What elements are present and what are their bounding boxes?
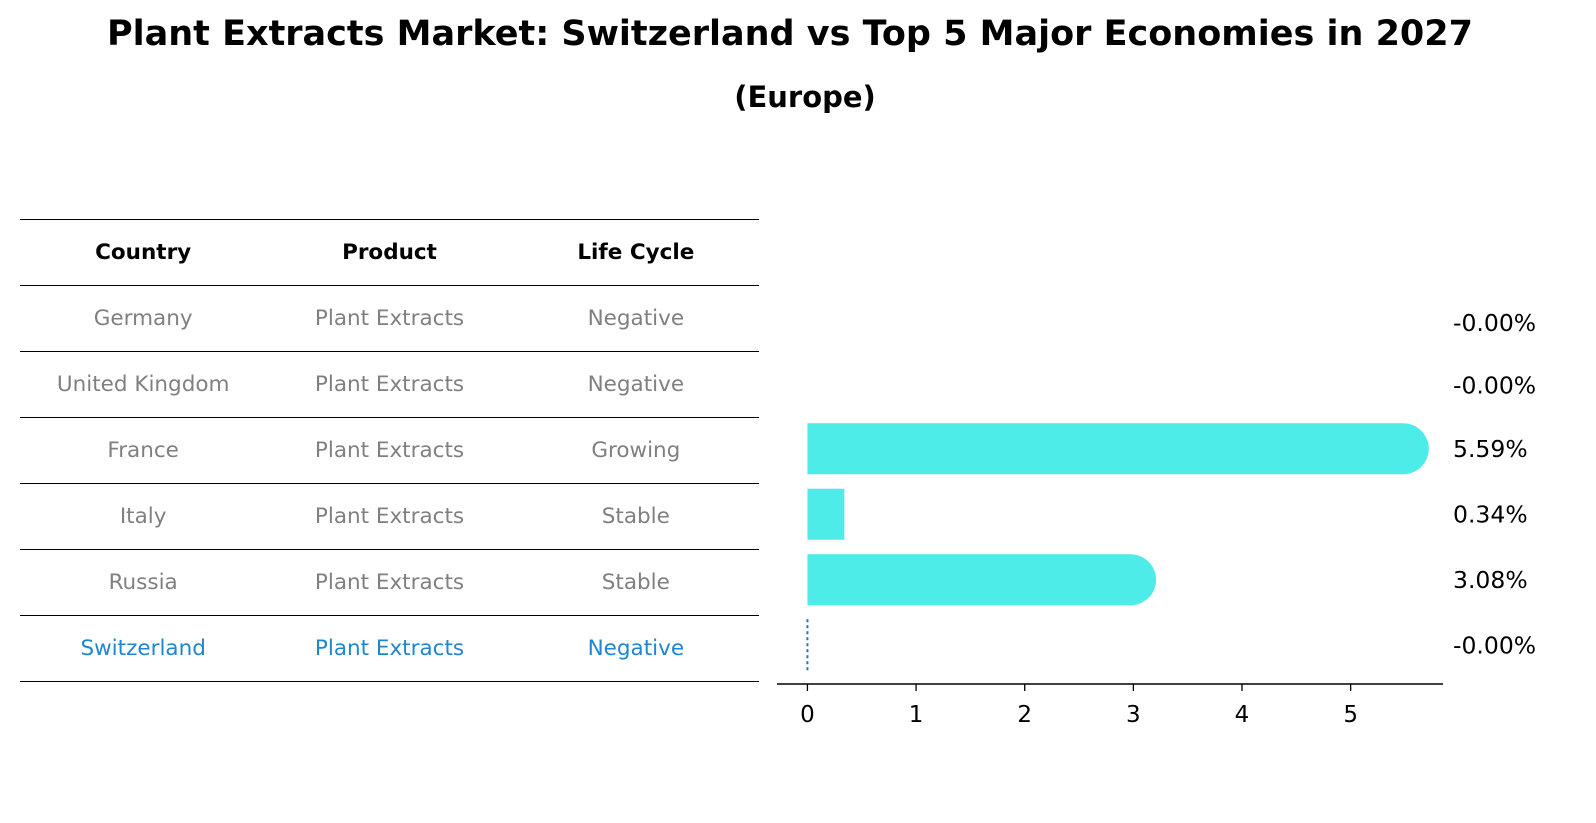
x-tick-label: 3 <box>1126 702 1141 728</box>
header-country: Country <box>20 219 267 286</box>
cell-product: Plant Extracts <box>266 615 513 682</box>
value-label-italy: 0.34% <box>1453 500 1528 528</box>
x-tick-label: 5 <box>1343 702 1358 728</box>
chart-subtitle: (Europe) <box>734 80 876 114</box>
header-life-cycle: Life Cycle <box>512 219 759 286</box>
table-row: Germany Plant Extracts Negative <box>20 285 759 352</box>
cell-country: Italy <box>20 483 267 550</box>
cell-country: Germany <box>20 285 267 352</box>
cell-country: Russia <box>20 549 267 616</box>
bar-russia <box>807 554 1157 606</box>
table-header-row: Country Product Life Cycle <box>20 219 759 286</box>
bar-france <box>807 423 1429 475</box>
x-tick-label: 0 <box>800 702 815 728</box>
value-label-switzerland: -0.00% <box>1453 631 1536 659</box>
table-row-highlight: Switzerland Plant Extracts Negative <box>20 615 759 682</box>
x-tick-label: 1 <box>909 702 924 728</box>
cell-product: Plant Extracts <box>266 549 513 616</box>
cell-life-cycle: Stable <box>512 483 759 550</box>
cell-life-cycle: Stable <box>512 549 759 616</box>
market-table: Country Product Life Cycle Germany Plant… <box>20 219 759 682</box>
table-row: Italy Plant Extracts Stable <box>20 483 759 550</box>
cell-country: Switzerland <box>20 615 267 682</box>
cell-life-cycle: Negative <box>512 285 759 352</box>
table-row: United Kingdom Plant Extracts Negative <box>20 351 759 418</box>
chart-title: Plant Extracts Market: Switzerland vs To… <box>106 14 1473 54</box>
x-tick-label: 2 <box>1017 702 1032 728</box>
cell-product: Plant Extracts <box>266 483 513 550</box>
value-label-united-kingdom: -0.00% <box>1453 371 1536 399</box>
value-label-france: 5.59% <box>1453 435 1528 463</box>
cell-life-cycle: Growing <box>512 417 759 484</box>
cell-country: United Kingdom <box>20 351 267 418</box>
cell-product: Plant Extracts <box>266 285 513 352</box>
cell-product: Plant Extracts <box>266 351 513 418</box>
cell-life-cycle: Negative <box>512 615 759 682</box>
bar-italy <box>807 488 845 540</box>
value-label-russia: 3.08% <box>1453 566 1528 594</box>
cell-product: Plant Extracts <box>266 417 513 484</box>
cell-life-cycle: Negative <box>512 351 759 418</box>
header-product: Product <box>266 219 513 286</box>
x-tick-label: 4 <box>1235 702 1250 728</box>
value-label-germany: -0.00% <box>1453 309 1536 337</box>
table-row: France Plant Extracts Growing <box>20 417 759 484</box>
cell-country: France <box>20 417 267 484</box>
table-row: Russia Plant Extracts Stable <box>20 549 759 616</box>
